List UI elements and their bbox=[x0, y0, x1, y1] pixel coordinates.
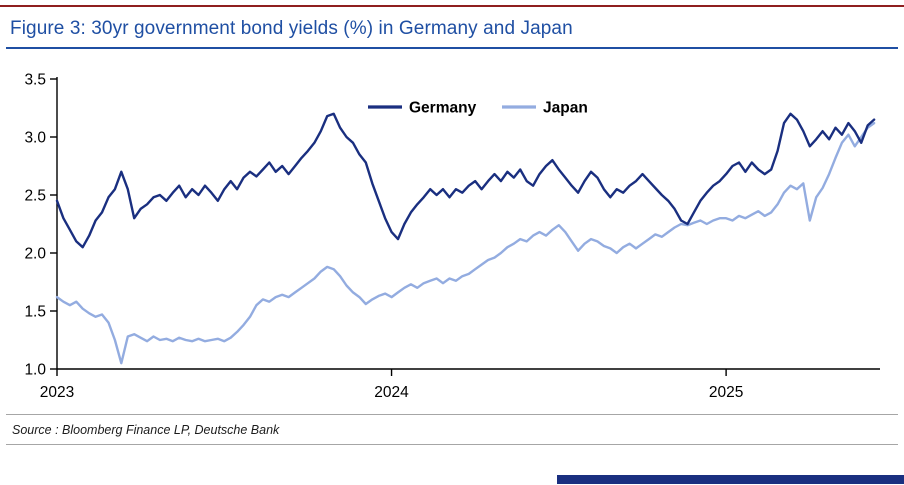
y-tick-label: 3.5 bbox=[24, 72, 46, 89]
series-line-germany bbox=[55, 112, 876, 249]
source-divider-top bbox=[6, 414, 898, 415]
source-text: Source : Bloomberg Finance LP, Deutsche … bbox=[12, 423, 280, 437]
y-tick-label: 1.5 bbox=[24, 304, 46, 321]
y-tick-label: 3.0 bbox=[24, 130, 46, 147]
x-tick-label: 2024 bbox=[374, 384, 409, 401]
y-tick-label: 2.0 bbox=[24, 246, 46, 263]
source-divider-bottom bbox=[6, 444, 898, 445]
figure-title: Figure 3: 30yr government bond yields (%… bbox=[10, 18, 573, 39]
y-tick-label: 2.5 bbox=[24, 188, 46, 205]
y-tick-label: 1.0 bbox=[24, 362, 46, 379]
title-underline-rule bbox=[6, 47, 898, 49]
series-line-japan bbox=[55, 121, 876, 365]
bond-yield-chart: 1.0 1.5 2.0 2.5 3.0 3.5 2023 2024 2025 Germany Jap… bbox=[0, 51, 904, 414]
chart-canvas: 1.0 1.5 2.0 2.5 3.0 3.5 2023 2024 2025 Germany Jap… bbox=[24, 72, 880, 401]
legend-label-japan: Japan bbox=[543, 100, 588, 117]
x-tick-label: 2023 bbox=[40, 384, 74, 401]
x-tick-label: 2025 bbox=[709, 384, 743, 401]
legend-label-germany: Germany bbox=[409, 100, 477, 117]
top-red-rule bbox=[0, 5, 904, 7]
